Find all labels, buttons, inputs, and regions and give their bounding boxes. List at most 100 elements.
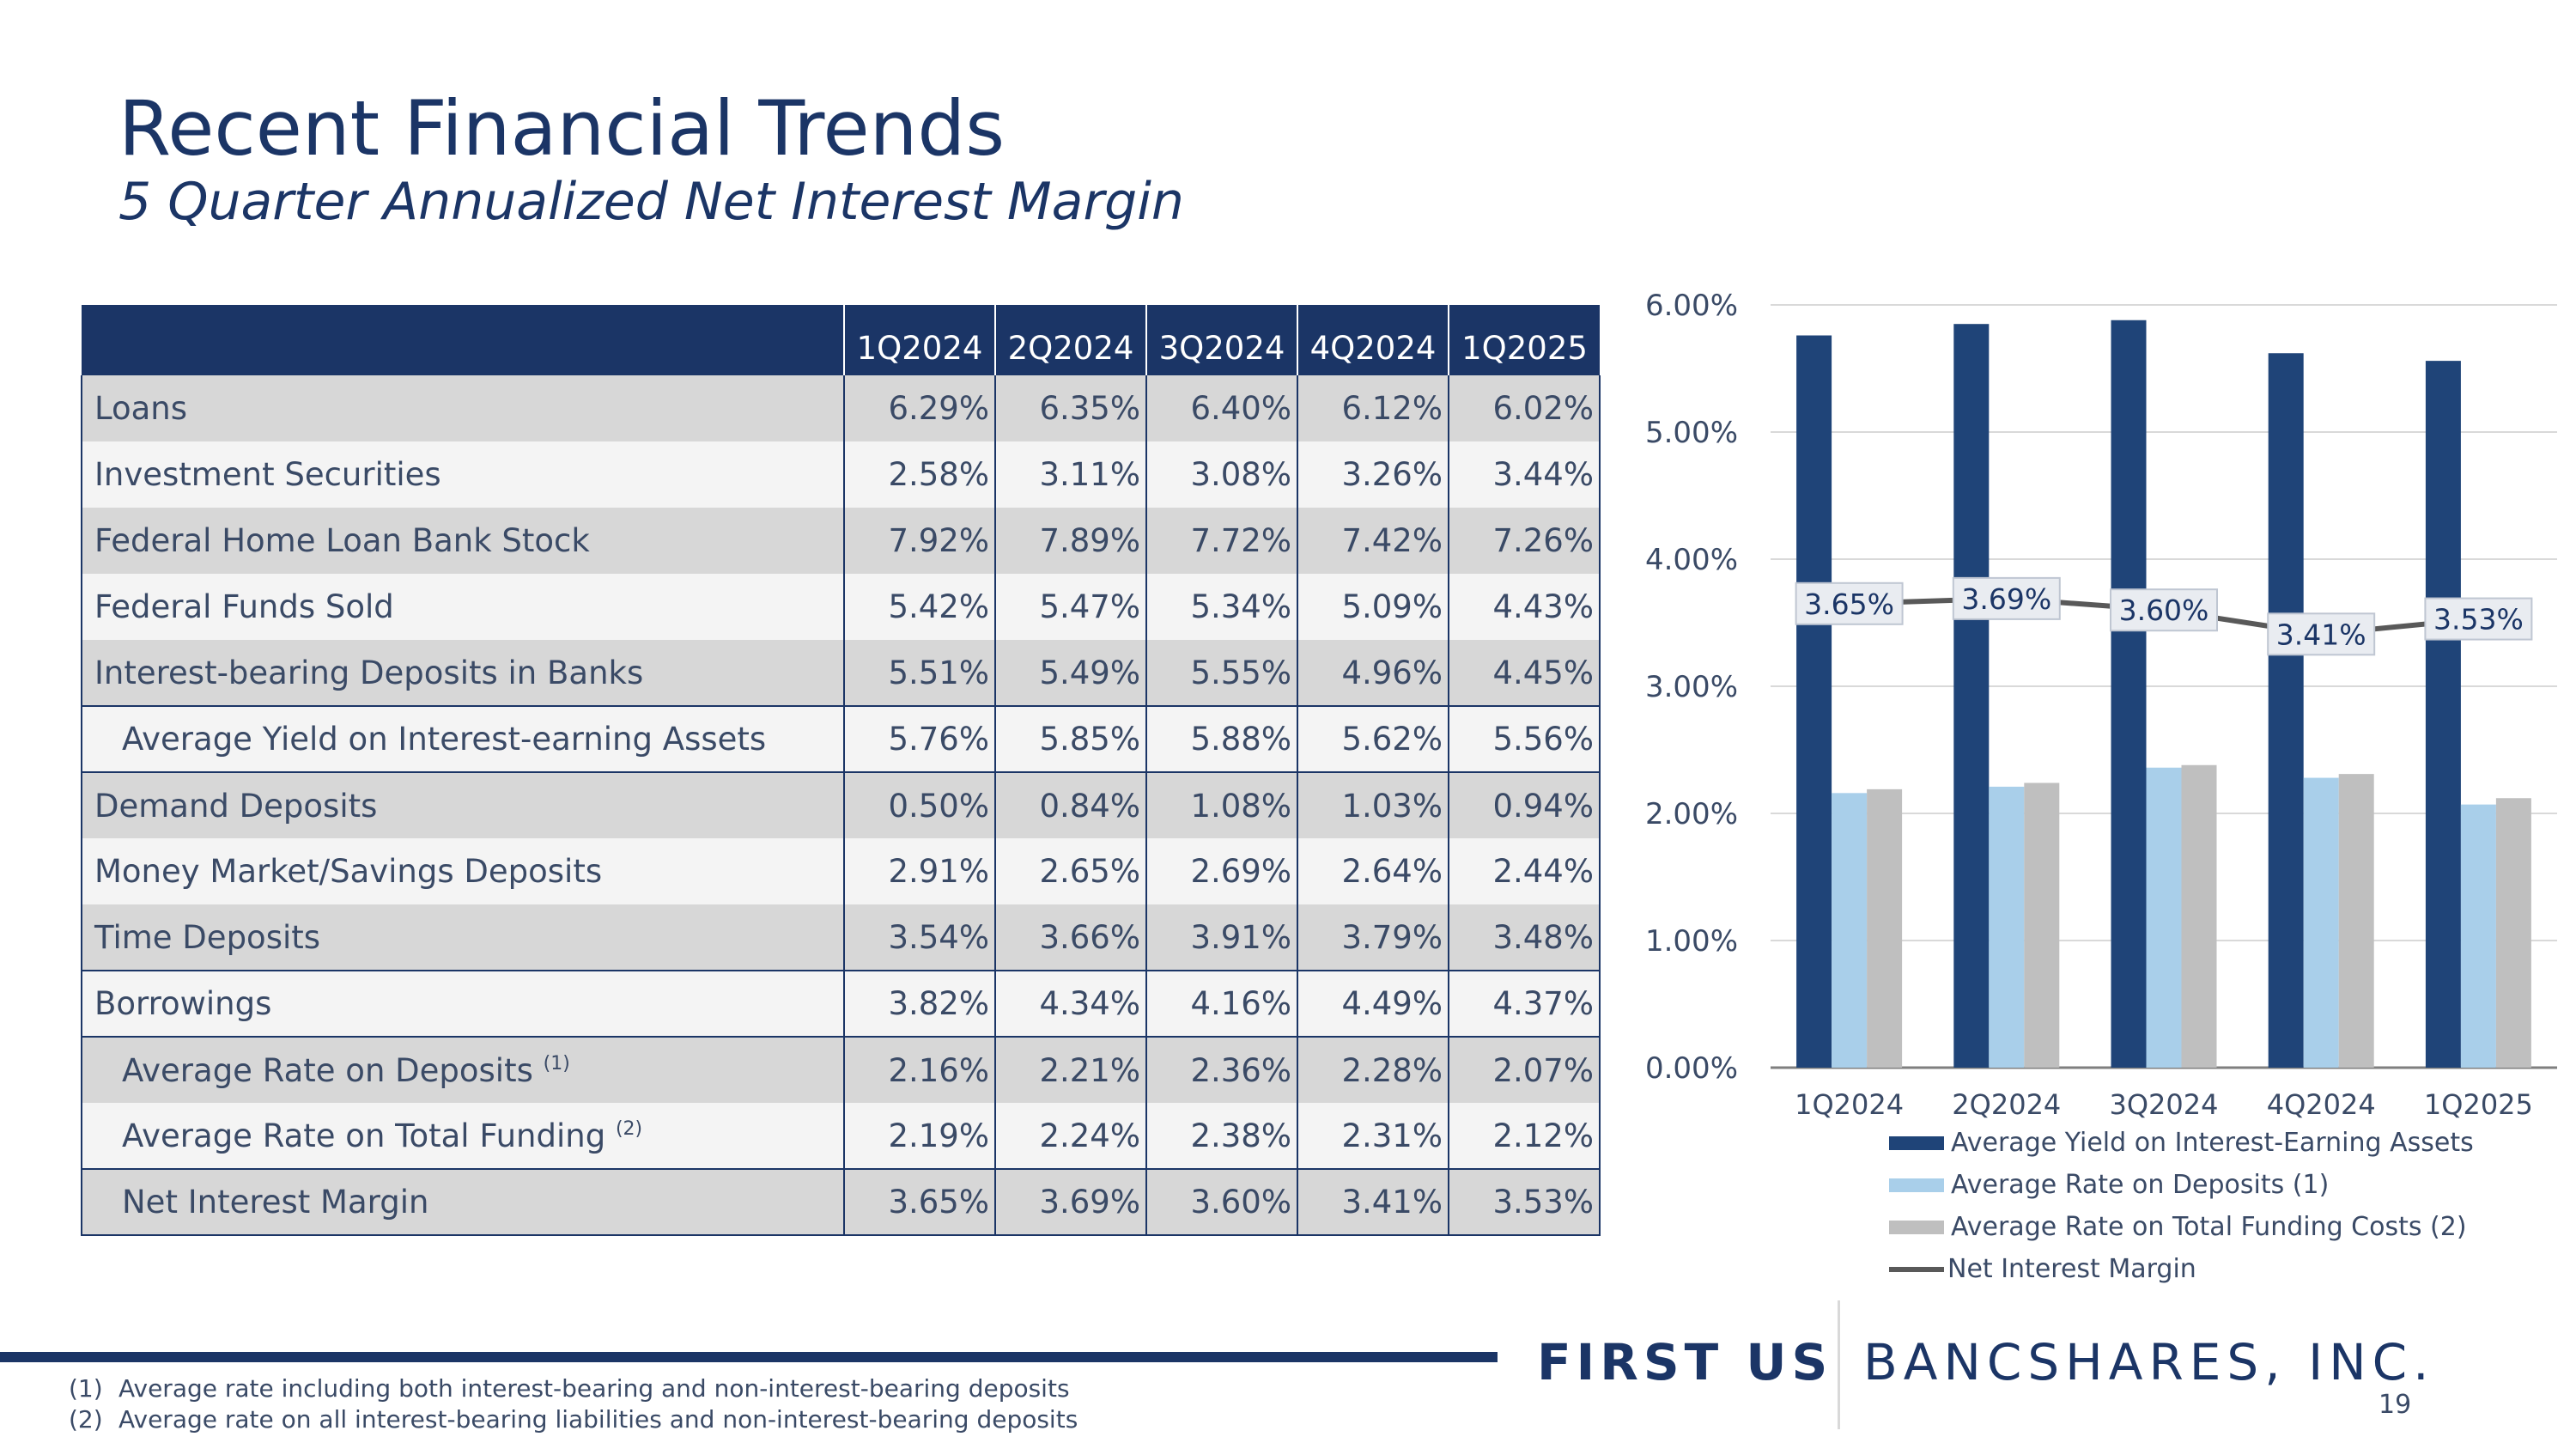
legend-item: Average Rate on Deposits (1) (1889, 1164, 2474, 1206)
value-cell: 2.31% (1297, 1103, 1449, 1169)
legend-swatch (1889, 1178, 1944, 1192)
row-label: Borrowings (94, 985, 272, 1022)
page-number: 19 (2379, 1390, 2412, 1420)
value-cell: 1.08% (1145, 771, 1297, 838)
row-label-cell: Federal Home Loan Bank Stock (81, 508, 844, 574)
row-label: Average Rate on Total Funding (122, 1117, 606, 1154)
x-tick-label: 3Q2024 (2110, 1088, 2219, 1121)
value-cell: 2.24% (994, 1103, 1146, 1169)
value-cell: 2.07% (1448, 1036, 1601, 1103)
y-tick-label: 3.00% (1645, 670, 1738, 704)
value-cell: 5.85% (994, 705, 1146, 772)
row-label: Average Rate on Deposits (122, 1051, 533, 1089)
row-label-cell: Demand Deposits (81, 771, 844, 838)
value-cell: 0.50% (843, 771, 995, 838)
value-cell: 3.41% (1297, 1168, 1449, 1236)
value-cell: 2.28% (1297, 1036, 1449, 1103)
nim-chart: 0.00% 1.00% 2.00% 3.00% 4.00% 5.00% 6.00% 1Q202… (1645, 289, 2557, 1121)
y-tick-label: 0.00% (1645, 1051, 1738, 1086)
value-cell: 2.58% (843, 441, 995, 508)
row-label: Federal Funds Sold (94, 588, 394, 625)
column-header: 1Q2025 (1448, 305, 1600, 375)
row-label: Net Interest Margin (122, 1184, 429, 1221)
value-cell: 7.92% (843, 508, 995, 574)
value-cell: 3.60% (1145, 1168, 1297, 1236)
value-cell: 3.69% (994, 1168, 1146, 1236)
value-cell: 3.66% (994, 904, 1146, 971)
bar (2338, 774, 2374, 1068)
page-title: Recent Financial Trends (118, 84, 1005, 173)
data-label-box (2267, 612, 2376, 656)
bar (2181, 764, 2217, 1068)
value-cell: 6.12% (1297, 375, 1449, 441)
value-cell: 3.26% (1297, 441, 1449, 508)
row-label-cell: Time Deposits (81, 904, 844, 971)
data-label: 3.41% (2276, 618, 2366, 651)
legend-swatch (1889, 1135, 1944, 1150)
row-label: Interest-bearing Deposits in Banks (94, 654, 644, 691)
value-cell: 3.82% (843, 970, 995, 1037)
bar (1867, 788, 1903, 1068)
value-cell: 6.40% (1145, 375, 1297, 441)
row-label-cell: Borrowings (81, 970, 844, 1037)
value-cell: 5.55% (1145, 640, 1297, 706)
value-cell: 6.02% (1448, 375, 1601, 441)
rates-table: 1Q2024 2Q2024 3Q2024 4Q2024 1Q2025 Loans… (81, 305, 1601, 1236)
row-label-cell: Average Rate on Total Funding (2) (81, 1103, 844, 1169)
table-row: Average Yield on Interest-earning Assets… (81, 705, 1601, 772)
row-label-cell: Average Rate on Deposits (1) (81, 1036, 844, 1103)
table-row: Average Rate on Total Funding (2) 2.19% 2.… (81, 1103, 1601, 1169)
row-label: Average Yield on Interest-earning Assets (122, 721, 767, 758)
value-cell: 4.34% (994, 970, 1146, 1037)
row-label-cell: Money Market/Savings Deposits (81, 838, 844, 904)
column-header: 1Q2024 (843, 305, 995, 375)
value-cell: 5.62% (1297, 705, 1449, 772)
legend-swatch (1889, 1220, 1944, 1234)
footnote-number: (2) (69, 1405, 103, 1434)
value-cell: 3.54% (843, 904, 995, 971)
value-cell: 7.89% (994, 508, 1146, 574)
value-cell: 2.64% (1297, 838, 1449, 904)
value-cell: 3.91% (1145, 904, 1297, 971)
value-cell: 5.34% (1145, 574, 1297, 640)
table-row: Interest-bearing Deposits in Banks 5.51% 5… (81, 640, 1601, 706)
value-cell: 0.94% (1448, 771, 1601, 838)
value-cell: 7.26% (1448, 508, 1601, 574)
row-label: Money Market/Savings Deposits (94, 853, 603, 890)
value-cell: 3.65% (843, 1168, 995, 1236)
value-cell: 5.51% (843, 640, 995, 706)
footnote-text: Average rate on all interest-bearing lia… (118, 1405, 1078, 1434)
data-label-box (1795, 581, 1904, 625)
bar (1796, 335, 1832, 1068)
row-label: Loans (94, 390, 188, 427)
value-cell: 3.48% (1448, 904, 1601, 971)
brand-divider (1838, 1300, 1840, 1429)
footnote-number: (1) (69, 1374, 103, 1403)
value-cell: 2.12% (1448, 1103, 1601, 1169)
value-cell: 4.43% (1448, 574, 1601, 640)
bar (1832, 793, 1868, 1068)
footnote-text: Average rate including both interest-bea… (118, 1374, 1070, 1403)
value-cell: 6.35% (994, 375, 1146, 441)
table-row: Federal Funds Sold 5.42% 5.47% 5.34% 5.09% 4.… (81, 574, 1601, 640)
x-tick-label: 2Q2024 (1952, 1088, 2061, 1121)
y-tick-label: 2.00% (1645, 797, 1738, 831)
data-label: 3.69% (1961, 582, 2051, 616)
value-cell: 4.96% (1297, 640, 1449, 706)
row-label: Federal Home Loan Bank Stock (94, 522, 590, 559)
value-cell: 5.56% (1448, 705, 1601, 772)
row-label-cell: Investment Securities (81, 441, 844, 508)
legend-swatch (1889, 1266, 1944, 1272)
row-label-cell: Federal Funds Sold (81, 574, 844, 640)
row-label: Investment Securities (94, 456, 441, 493)
bar (2460, 804, 2496, 1068)
x-tick-label: 1Q2025 (2424, 1088, 2533, 1121)
table-row: Loans 6.29% 6.35% 6.40% 6.12% 6.02% (81, 375, 1601, 441)
header-blank-cell (82, 305, 844, 375)
table-header-row: 1Q2024 2Q2024 3Q2024 4Q2024 1Q2025 (82, 305, 1600, 375)
value-cell: 4.16% (1145, 970, 1297, 1037)
y-tick-label: 1.00% (1645, 924, 1738, 959)
x-tick-label: 4Q2024 (2267, 1088, 2376, 1121)
value-cell: 2.38% (1145, 1103, 1297, 1169)
bar (2268, 353, 2304, 1068)
